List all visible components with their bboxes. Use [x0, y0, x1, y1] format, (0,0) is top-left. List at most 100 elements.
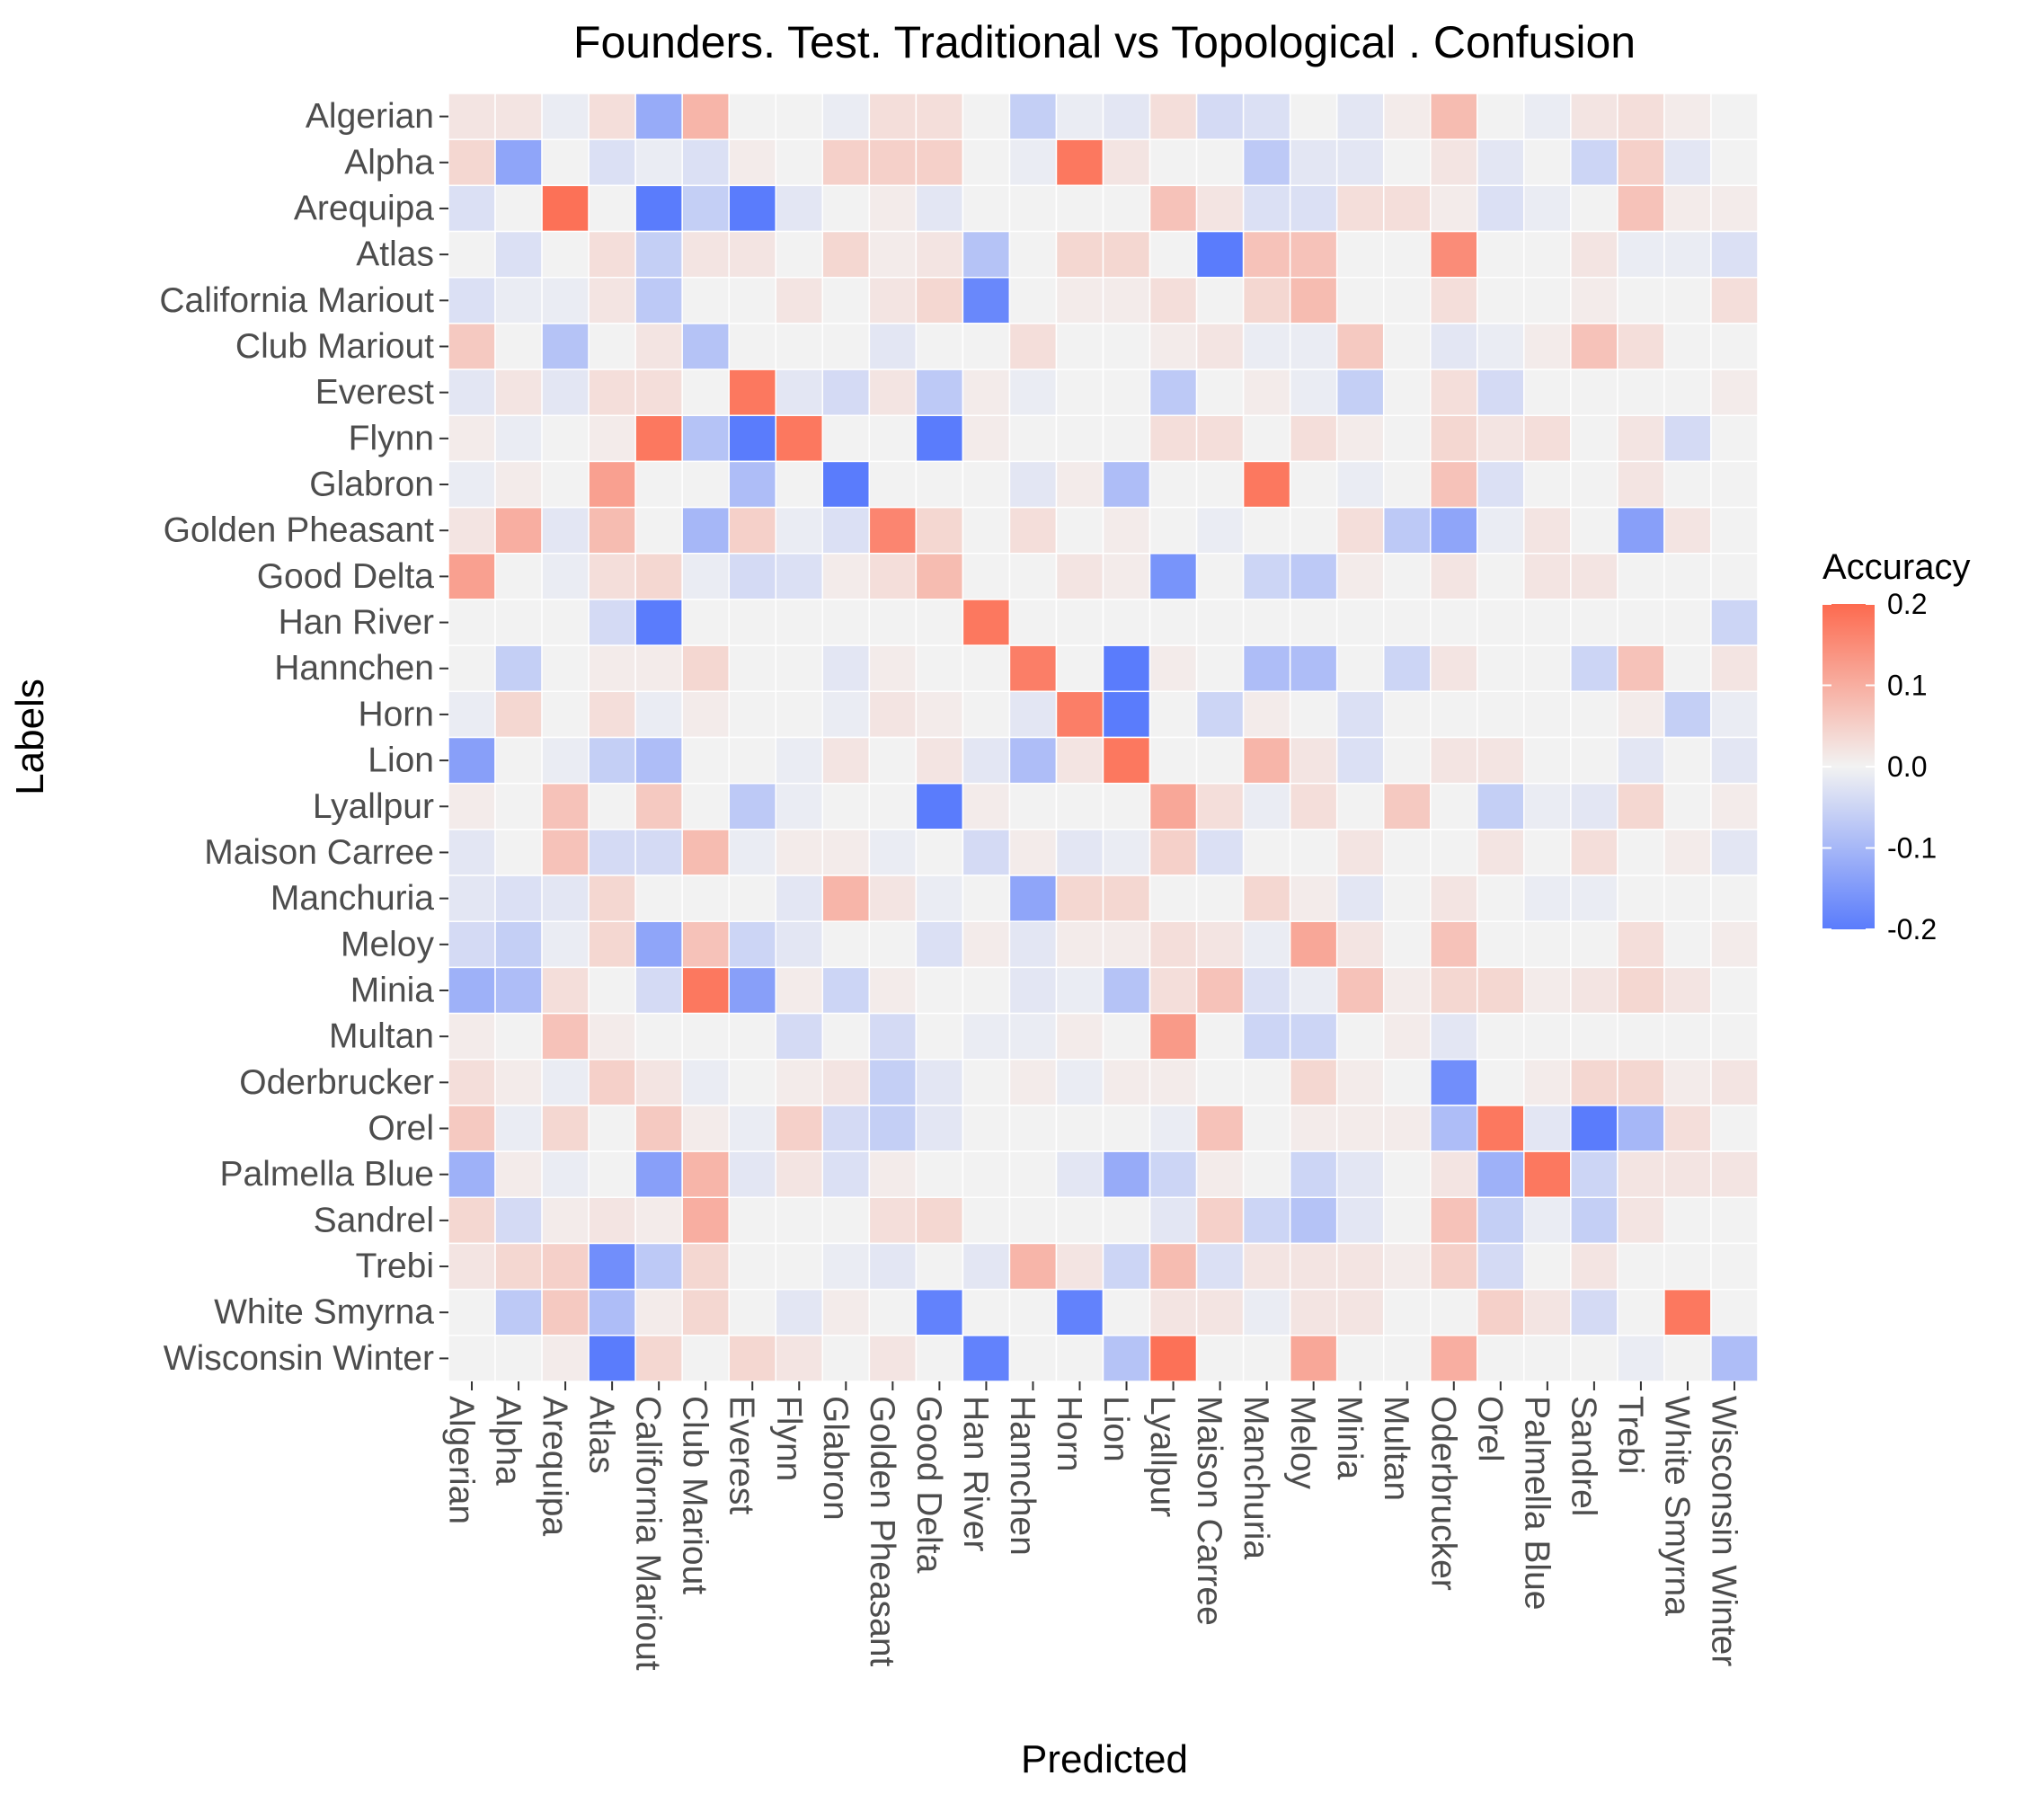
x-tick-label: Palmella Blue [1517, 1396, 1556, 1610]
heatmap-cell [681, 1196, 730, 1245]
heatmap-cell [1008, 1012, 1058, 1061]
heatmap-cell [1055, 920, 1104, 969]
heatmap-cell [1055, 1288, 1104, 1336]
heatmap-cell [1382, 966, 1432, 1015]
heatmap-cell [494, 138, 543, 187]
heatmap-cell [1335, 1059, 1385, 1106]
x-tick-label: Horn [1050, 1396, 1088, 1472]
heatmap-cell [588, 230, 636, 279]
heatmap-cell [1102, 782, 1151, 830]
heatmap-cell [681, 276, 730, 324]
heatmap-cell [448, 1288, 496, 1336]
heatmap-cell [915, 93, 964, 140]
x-tick-label: Good Delta [909, 1396, 948, 1574]
heatmap-cell [1710, 184, 1759, 233]
legend-tick-label: 0.0 [1887, 750, 1927, 783]
heatmap-cell [494, 553, 543, 600]
heatmap-cell [1570, 644, 1618, 693]
heatmap-cell [1663, 506, 1712, 555]
heatmap-cell [728, 1196, 777, 1245]
x-tick-label: Orel [1470, 1396, 1509, 1462]
y-tick-label: Manchuria [270, 879, 434, 918]
heatmap-cell [681, 644, 730, 693]
heatmap-cell [448, 460, 496, 509]
heatmap-cell [541, 323, 590, 370]
heatmap-cell [1477, 644, 1525, 693]
heatmap-cell [1242, 184, 1291, 233]
heatmap-cell [681, 782, 730, 830]
heatmap-cell [915, 184, 964, 233]
heatmap-cell [1663, 1150, 1712, 1199]
heatmap-cell [494, 1335, 543, 1382]
heatmap-cell [1663, 1288, 1712, 1336]
heatmap-cell [915, 874, 964, 922]
heatmap-cell [1055, 1059, 1104, 1106]
heatmap-cell [1430, 1105, 1478, 1152]
heatmap-cell [728, 874, 777, 922]
heatmap-cell [1617, 644, 1665, 693]
heatmap-cell [1523, 1150, 1572, 1199]
heatmap-cell [588, 1242, 636, 1291]
heatmap-cell [915, 1105, 964, 1152]
heatmap-cell [962, 874, 1011, 922]
heatmap-cell [448, 93, 496, 140]
heatmap-cell [1477, 782, 1525, 830]
heatmap-cell [1570, 276, 1618, 324]
heatmap-cell [448, 506, 496, 555]
heatmap-cell [1663, 230, 1712, 279]
heatmap-cell [1102, 1105, 1151, 1152]
heatmap-cell [1570, 966, 1618, 1015]
heatmap-cell [1008, 920, 1058, 969]
heatmap-cell [1710, 368, 1759, 417]
heatmap-cell [1523, 1059, 1572, 1106]
heatmap-cell [1289, 323, 1338, 370]
heatmap-cell [494, 690, 543, 739]
chart-title: Founders. Test. Traditional vs Topologic… [573, 17, 1636, 67]
heatmap-cell [1055, 1335, 1104, 1382]
x-tick-label: Atlas [582, 1396, 621, 1474]
heatmap-cell [915, 829, 964, 876]
heatmap-cell [541, 874, 590, 922]
heatmap-cell [1195, 1242, 1245, 1291]
y-tick-label: Palmella Blue [220, 1155, 434, 1194]
heatmap-cell [634, 93, 683, 140]
heatmap-cell [588, 829, 636, 876]
heatmap-cell [1523, 690, 1572, 739]
heatmap-cell [1523, 874, 1572, 922]
heatmap-cell [494, 230, 543, 279]
heatmap-cell [821, 276, 871, 324]
heatmap-cell [448, 553, 496, 600]
heatmap-cell [1008, 506, 1058, 555]
heatmap-cell [1195, 829, 1245, 876]
heatmap-cell [1617, 1105, 1665, 1152]
heatmap-cell [1242, 1150, 1291, 1199]
heatmap-cell [1570, 599, 1618, 646]
heatmap-cell [681, 553, 730, 600]
heatmap-cell [1617, 506, 1665, 555]
heatmap-cell [588, 1059, 636, 1106]
heatmap-cell [1102, 184, 1151, 233]
heatmap-cell [1102, 368, 1151, 417]
heatmap-cell [775, 1335, 824, 1382]
heatmap-cell [1148, 276, 1198, 324]
heatmap-cell [1430, 782, 1478, 830]
heatmap-cell [868, 1150, 918, 1199]
heatmap-cell [1382, 1150, 1432, 1199]
heatmap-cell [494, 276, 543, 324]
heatmap-cell [1148, 460, 1198, 509]
heatmap-cell [541, 1105, 590, 1152]
heatmap-cell [1477, 690, 1525, 739]
heatmap-cell [775, 599, 824, 646]
heatmap-cell [1663, 1059, 1712, 1106]
heatmap-cell [962, 1288, 1011, 1336]
heatmap-cell [634, 966, 683, 1015]
heatmap-cell [634, 1196, 683, 1245]
x-tick-label: Golden Pheasant [863, 1396, 901, 1667]
heatmap-cell [962, 506, 1011, 555]
heatmap-cell [1663, 1335, 1712, 1382]
heatmap-cell [915, 1059, 964, 1106]
heatmap-cell [1242, 1335, 1291, 1382]
heatmap-cell [868, 1059, 918, 1106]
heatmap-cell [1195, 966, 1245, 1015]
heatmap-cell [448, 1150, 496, 1199]
